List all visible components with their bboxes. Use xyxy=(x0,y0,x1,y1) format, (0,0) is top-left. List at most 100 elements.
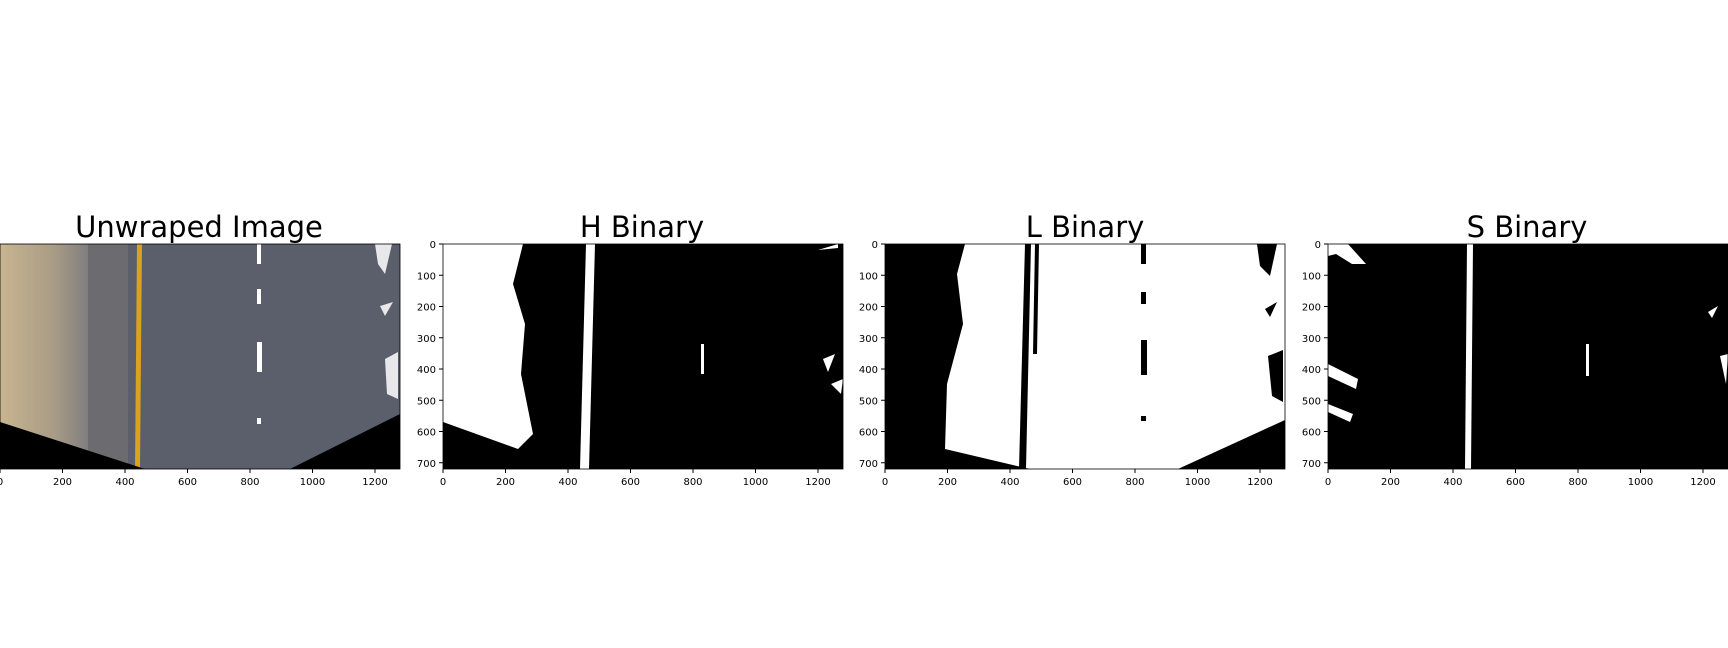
binary-speck xyxy=(1328,364,1358,389)
panel-title: S Binary xyxy=(1466,210,1588,244)
s-binary-plot: 0 200 400 600 800 1000 1200 0 100 200 30… xyxy=(1302,240,1728,488)
y-tick-label: 700 xyxy=(859,459,878,470)
white-dash xyxy=(257,342,262,372)
binary-edge-gap xyxy=(1257,244,1277,276)
binary-lane-line xyxy=(1465,244,1473,469)
x-ticks: 0 200 400 600 800 1000 1200 xyxy=(0,469,388,488)
x-tick-label: 1200 xyxy=(362,477,387,488)
panel-title: Unwraped Image xyxy=(75,210,323,244)
axes-frame xyxy=(442,243,844,470)
x-tick-label: 800 xyxy=(240,477,259,488)
x-tick-label: 0 xyxy=(0,477,3,488)
x-tick-label: 600 xyxy=(178,477,197,488)
x-tick-label: 400 xyxy=(1443,477,1462,488)
binary-speck xyxy=(1328,244,1366,264)
white-dash xyxy=(257,418,261,424)
x-tick-label: 400 xyxy=(1000,477,1019,488)
unwarped-image-plot: 0 200 400 600 800 1000 1200 xyxy=(0,243,401,488)
y-tick-label: 100 xyxy=(1302,271,1321,282)
y-tick-label: 200 xyxy=(417,303,436,314)
y-tick-label: 0 xyxy=(1315,240,1321,251)
binary-dash xyxy=(1586,344,1589,376)
right-edge-marking xyxy=(380,302,393,316)
right-edge-marking xyxy=(375,244,392,274)
axes-frame xyxy=(884,243,1286,470)
binary-speck xyxy=(488,384,501,402)
right-edge-marking xyxy=(385,352,398,399)
binary-speck xyxy=(831,379,843,394)
x-tick-label: 0 xyxy=(882,477,888,488)
binary-dash xyxy=(1141,244,1146,264)
binary-edge-gap xyxy=(1265,302,1277,317)
x-tick-label: 1000 xyxy=(743,477,768,488)
x-ticks: 0 200 400 600 800 1000 1200 xyxy=(440,469,831,488)
warp-black-corner-right xyxy=(290,414,400,469)
x-tick-label: 1000 xyxy=(1628,477,1653,488)
binary-speck xyxy=(1328,404,1353,422)
x-tick-label: 600 xyxy=(1506,477,1525,488)
x-tick-label: 800 xyxy=(1125,477,1144,488)
x-tick-label: 200 xyxy=(1381,477,1400,488)
binary-region xyxy=(443,244,533,449)
x-tick-label: 400 xyxy=(558,477,577,488)
x-tick-label: 400 xyxy=(115,477,134,488)
y-ticks: 0 100 200 300 400 500 600 700 xyxy=(859,240,885,470)
binary-lane-gap xyxy=(1019,244,1031,469)
x-tick-label: 0 xyxy=(440,477,446,488)
y-tick-label: 100 xyxy=(859,271,878,282)
binary-speck xyxy=(1720,354,1728,384)
panel-title: H Binary xyxy=(579,210,705,244)
white-dash xyxy=(257,289,261,304)
y-ticks: 0 100 200 300 400 500 600 700 xyxy=(417,240,443,470)
binary-lane-line xyxy=(580,244,595,469)
y-tick-label: 400 xyxy=(1302,365,1321,376)
x-tick-label: 200 xyxy=(496,477,515,488)
binary-dash xyxy=(701,344,704,374)
yellow-lane-line xyxy=(135,244,142,469)
panel-title: L Binary xyxy=(1025,210,1145,244)
y-tick-label: 700 xyxy=(417,459,436,470)
y-ticks: 0 100 200 300 400 500 600 700 xyxy=(1302,240,1328,470)
y-tick-label: 300 xyxy=(859,334,878,345)
y-tick-label: 0 xyxy=(872,240,878,251)
y-tick-label: 300 xyxy=(1302,334,1321,345)
white-dash xyxy=(257,244,261,264)
binary-dash xyxy=(1141,340,1147,375)
x-tick-label: 0 xyxy=(1325,477,1331,488)
y-tick-label: 500 xyxy=(1302,396,1321,407)
x-tick-label: 800 xyxy=(1568,477,1587,488)
y-tick-label: 600 xyxy=(1302,428,1321,439)
x-tick-label: 1200 xyxy=(1247,477,1272,488)
x-tick-label: 1200 xyxy=(805,477,830,488)
binary-speck xyxy=(1708,306,1718,318)
x-ticks: 0 200 400 600 800 1000 1200 xyxy=(1325,469,1716,488)
binary-lane-gap xyxy=(1033,244,1039,354)
binary-speck xyxy=(443,369,463,394)
axes-frame xyxy=(1327,243,1728,470)
road-edge xyxy=(88,244,128,469)
y-tick-label: 500 xyxy=(417,396,436,407)
x-tick-label: 1000 xyxy=(1185,477,1210,488)
x-tick-label: 600 xyxy=(1063,477,1082,488)
x-tick-label: 600 xyxy=(621,477,640,488)
binary-speck xyxy=(823,354,835,372)
binary-dash xyxy=(1141,416,1146,421)
l-binary-plot: 0 200 400 600 800 1000 1200 0 100 200 30… xyxy=(859,240,1286,488)
x-tick-label: 1000 xyxy=(300,477,325,488)
x-ticks: 0 200 400 600 800 1000 1200 xyxy=(882,469,1273,488)
y-tick-label: 600 xyxy=(417,428,436,439)
h-binary-plot: 0 200 400 600 800 1000 1200 0 100 200 30… xyxy=(417,240,844,488)
y-tick-label: 500 xyxy=(859,396,878,407)
y-tick-label: 300 xyxy=(417,334,436,345)
y-tick-label: 200 xyxy=(1302,303,1321,314)
x-tick-label: 1200 xyxy=(1690,477,1715,488)
y-tick-label: 200 xyxy=(859,303,878,314)
y-tick-label: 700 xyxy=(1302,459,1321,470)
y-tick-label: 400 xyxy=(417,365,436,376)
y-tick-label: 0 xyxy=(430,240,436,251)
y-tick-label: 400 xyxy=(859,365,878,376)
binary-dash xyxy=(1141,292,1146,304)
warp-black-corner-left xyxy=(0,422,145,469)
x-tick-label: 200 xyxy=(938,477,957,488)
binary-background xyxy=(1328,244,1728,469)
